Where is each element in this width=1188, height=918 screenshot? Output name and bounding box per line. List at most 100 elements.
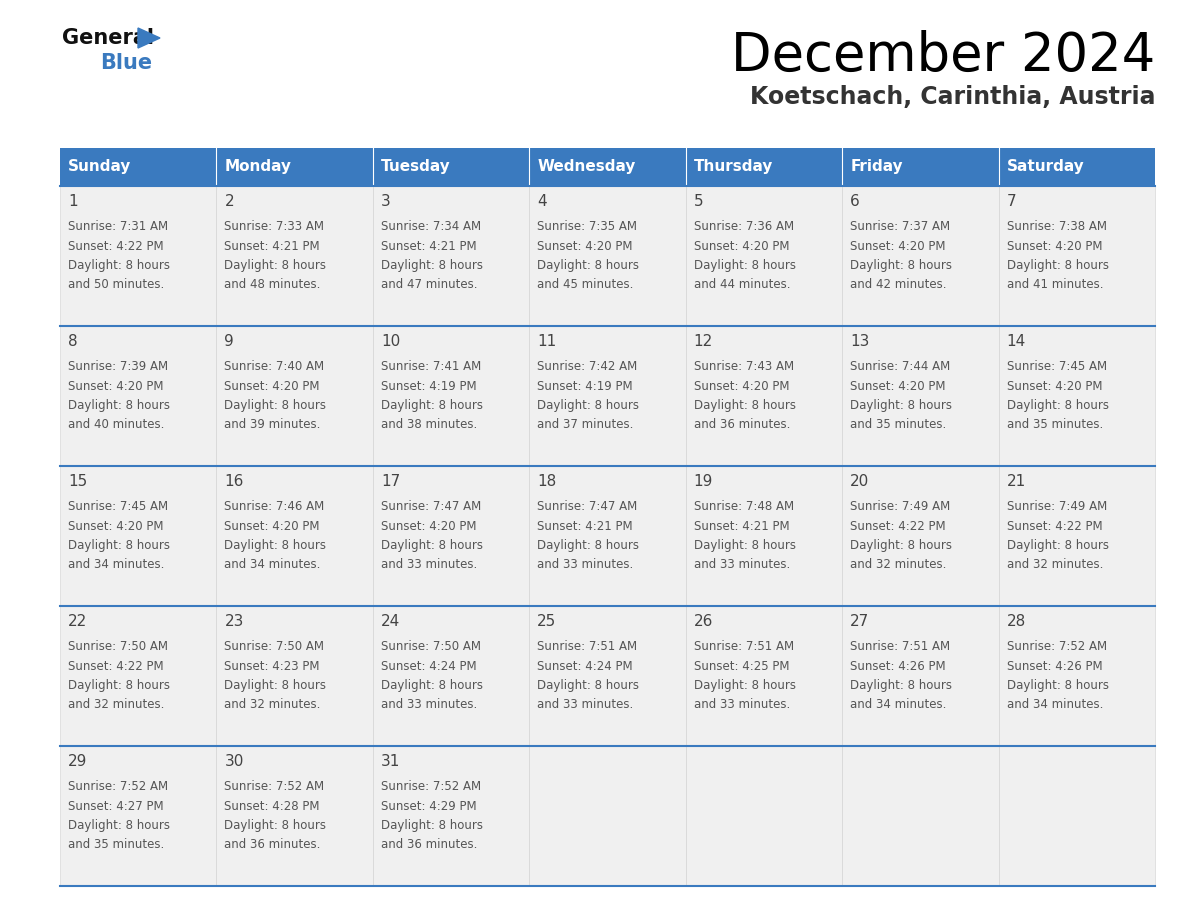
Text: 12: 12 — [694, 334, 713, 349]
Text: Sunrise: 7:40 AM: Sunrise: 7:40 AM — [225, 360, 324, 373]
Text: Daylight: 8 hours: Daylight: 8 hours — [381, 259, 482, 272]
Text: Sunrise: 7:51 AM: Sunrise: 7:51 AM — [694, 640, 794, 653]
Text: Monday: Monday — [225, 160, 291, 174]
Text: and 33 minutes.: and 33 minutes. — [694, 699, 790, 711]
Text: Daylight: 8 hours: Daylight: 8 hours — [851, 399, 952, 412]
Text: 1: 1 — [68, 194, 77, 209]
Text: Sunset: 4:21 PM: Sunset: 4:21 PM — [694, 520, 789, 532]
Text: Sunrise: 7:50 AM: Sunrise: 7:50 AM — [225, 640, 324, 653]
Text: Sunset: 4:24 PM: Sunset: 4:24 PM — [381, 659, 476, 673]
Text: 19: 19 — [694, 474, 713, 489]
Text: and 36 minutes.: and 36 minutes. — [381, 838, 478, 852]
Text: Sunrise: 7:49 AM: Sunrise: 7:49 AM — [1006, 500, 1107, 513]
Text: Tuesday: Tuesday — [381, 160, 450, 174]
Text: 23: 23 — [225, 614, 244, 629]
Text: Sunrise: 7:45 AM: Sunrise: 7:45 AM — [1006, 360, 1107, 373]
Text: 31: 31 — [381, 754, 400, 769]
Text: Daylight: 8 hours: Daylight: 8 hours — [851, 679, 952, 692]
Text: Sunrise: 7:52 AM: Sunrise: 7:52 AM — [68, 780, 169, 793]
Text: Sunset: 4:21 PM: Sunset: 4:21 PM — [537, 520, 633, 532]
Bar — [530, 326, 685, 466]
Bar — [999, 466, 1155, 606]
Text: and 36 minutes.: and 36 minutes. — [225, 838, 321, 852]
Text: December 2024: December 2024 — [731, 30, 1155, 82]
Text: Daylight: 8 hours: Daylight: 8 hours — [694, 259, 796, 272]
Bar — [685, 466, 842, 606]
Text: Sunset: 4:20 PM: Sunset: 4:20 PM — [225, 520, 320, 532]
Bar — [530, 186, 685, 326]
Text: Sunset: 4:20 PM: Sunset: 4:20 PM — [381, 520, 476, 532]
Text: Sunset: 4:21 PM: Sunset: 4:21 PM — [381, 240, 476, 252]
Text: Sunrise: 7:52 AM: Sunrise: 7:52 AM — [225, 780, 324, 793]
Text: Sunset: 4:20 PM: Sunset: 4:20 PM — [851, 240, 946, 252]
Text: 26: 26 — [694, 614, 713, 629]
Text: and 37 minutes.: and 37 minutes. — [537, 419, 633, 431]
Text: Sunrise: 7:37 AM: Sunrise: 7:37 AM — [851, 220, 950, 233]
Text: and 40 minutes.: and 40 minutes. — [68, 419, 164, 431]
Text: Daylight: 8 hours: Daylight: 8 hours — [68, 259, 170, 272]
Bar — [216, 466, 373, 606]
Text: 14: 14 — [1006, 334, 1025, 349]
Text: Sunset: 4:20 PM: Sunset: 4:20 PM — [851, 379, 946, 393]
Text: and 48 minutes.: and 48 minutes. — [225, 278, 321, 292]
Text: Sunset: 4:20 PM: Sunset: 4:20 PM — [537, 240, 633, 252]
Text: 11: 11 — [537, 334, 556, 349]
Text: Sunset: 4:22 PM: Sunset: 4:22 PM — [851, 520, 946, 532]
Text: Daylight: 8 hours: Daylight: 8 hours — [1006, 259, 1108, 272]
Text: and 39 minutes.: and 39 minutes. — [225, 419, 321, 431]
Bar — [685, 186, 842, 326]
Bar — [842, 746, 999, 886]
Text: Sunset: 4:19 PM: Sunset: 4:19 PM — [381, 379, 476, 393]
Text: Sunset: 4:19 PM: Sunset: 4:19 PM — [537, 379, 633, 393]
Text: Sunrise: 7:31 AM: Sunrise: 7:31 AM — [68, 220, 169, 233]
Text: Sunrise: 7:36 AM: Sunrise: 7:36 AM — [694, 220, 794, 233]
Bar — [685, 746, 842, 886]
Text: Friday: Friday — [851, 160, 903, 174]
Text: Daylight: 8 hours: Daylight: 8 hours — [851, 259, 952, 272]
Text: Daylight: 8 hours: Daylight: 8 hours — [225, 399, 327, 412]
Text: and 41 minutes.: and 41 minutes. — [1006, 278, 1104, 292]
Bar — [685, 148, 842, 186]
Text: 8: 8 — [68, 334, 77, 349]
Text: and 33 minutes.: and 33 minutes. — [537, 699, 633, 711]
Text: Sunset: 4:22 PM: Sunset: 4:22 PM — [1006, 520, 1102, 532]
Bar — [999, 746, 1155, 886]
Bar — [373, 746, 530, 886]
Text: Wednesday: Wednesday — [537, 160, 636, 174]
Text: Blue: Blue — [100, 53, 152, 73]
Text: Sunset: 4:26 PM: Sunset: 4:26 PM — [851, 659, 946, 673]
Bar — [216, 746, 373, 886]
Text: 25: 25 — [537, 614, 556, 629]
Text: 22: 22 — [68, 614, 87, 629]
Bar — [61, 466, 216, 606]
Text: Sunrise: 7:34 AM: Sunrise: 7:34 AM — [381, 220, 481, 233]
Bar — [373, 186, 530, 326]
Text: Sunset: 4:26 PM: Sunset: 4:26 PM — [1006, 659, 1102, 673]
Text: Sunrise: 7:45 AM: Sunrise: 7:45 AM — [68, 500, 169, 513]
Text: 24: 24 — [381, 614, 400, 629]
Text: and 34 minutes.: and 34 minutes. — [1006, 699, 1102, 711]
Text: Sunrise: 7:35 AM: Sunrise: 7:35 AM — [537, 220, 637, 233]
Text: Sunday: Sunday — [68, 160, 132, 174]
Text: 10: 10 — [381, 334, 400, 349]
Bar — [842, 606, 999, 746]
Text: 28: 28 — [1006, 614, 1025, 629]
Text: and 34 minutes.: and 34 minutes. — [225, 558, 321, 572]
Text: and 32 minutes.: and 32 minutes. — [68, 699, 164, 711]
Bar — [530, 148, 685, 186]
Bar — [216, 148, 373, 186]
Text: 15: 15 — [68, 474, 87, 489]
Text: Sunrise: 7:51 AM: Sunrise: 7:51 AM — [851, 640, 950, 653]
Text: Sunset: 4:27 PM: Sunset: 4:27 PM — [68, 800, 164, 812]
Bar — [842, 148, 999, 186]
Text: and 45 minutes.: and 45 minutes. — [537, 278, 633, 292]
Text: Daylight: 8 hours: Daylight: 8 hours — [694, 679, 796, 692]
Text: Daylight: 8 hours: Daylight: 8 hours — [381, 819, 482, 832]
Text: Daylight: 8 hours: Daylight: 8 hours — [68, 539, 170, 552]
Text: Sunrise: 7:50 AM: Sunrise: 7:50 AM — [381, 640, 481, 653]
Bar — [216, 326, 373, 466]
Text: Daylight: 8 hours: Daylight: 8 hours — [694, 539, 796, 552]
Text: 20: 20 — [851, 474, 870, 489]
Text: Sunrise: 7:48 AM: Sunrise: 7:48 AM — [694, 500, 794, 513]
Text: Sunrise: 7:52 AM: Sunrise: 7:52 AM — [381, 780, 481, 793]
